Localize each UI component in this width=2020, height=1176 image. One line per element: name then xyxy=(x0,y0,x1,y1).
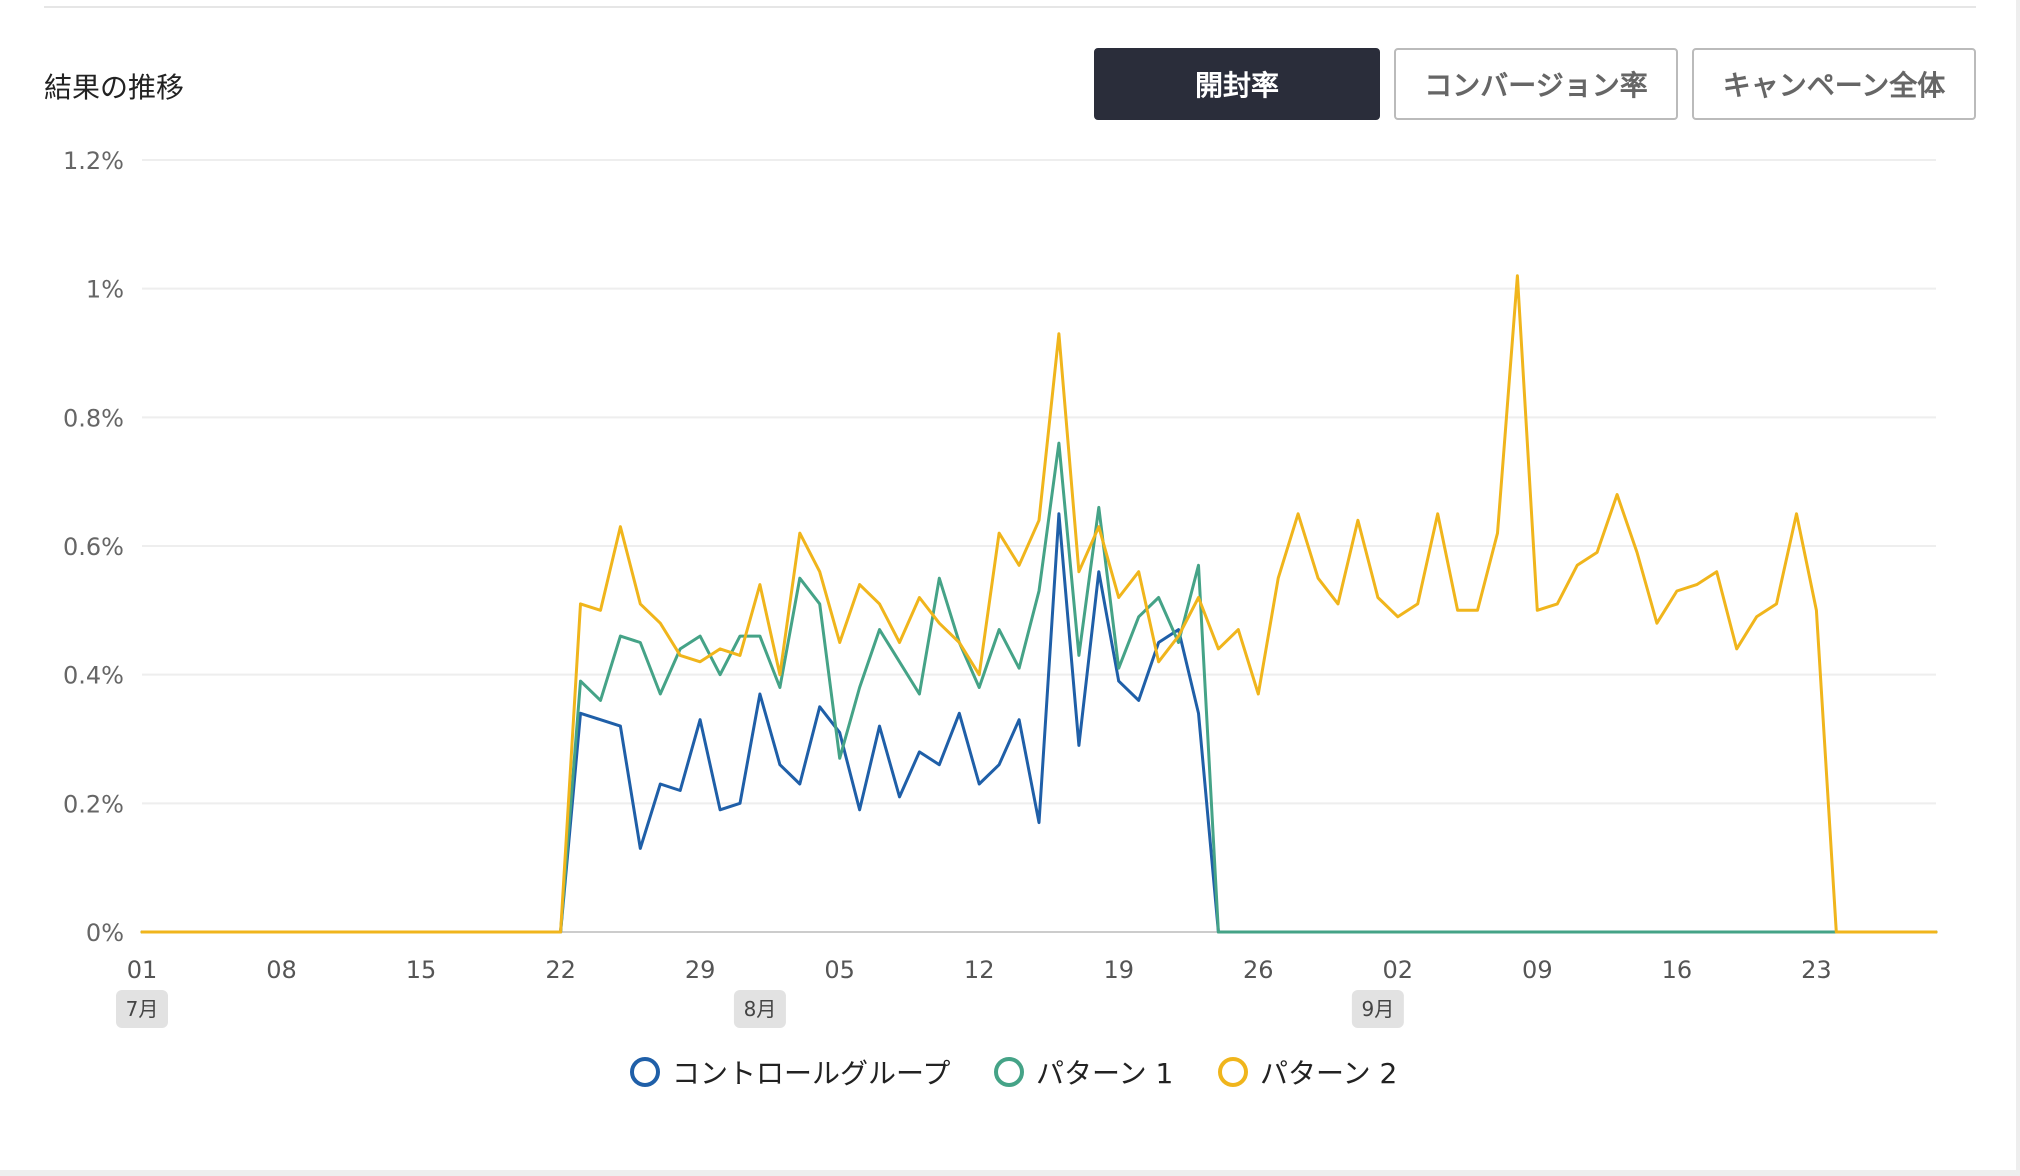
x-tick-label: 05 xyxy=(824,956,855,984)
top-divider xyxy=(44,6,1976,8)
x-tick-label: 29 xyxy=(685,956,716,984)
section-title: 結果の推移 xyxy=(44,71,185,104)
y-tick-label: 0.2% xyxy=(63,790,124,818)
month-badge xyxy=(116,990,168,1028)
tab-open-rate[interactable]: 開封率 xyxy=(1094,48,1380,120)
series-line-3 xyxy=(140,274,1938,934)
legend-item-pattern2[interactable]: パターン 2 xyxy=(1218,1052,1397,1092)
x-tick-label: 23 xyxy=(1801,956,1832,984)
y-tick-label: 0.4% xyxy=(63,662,124,690)
bottom-divider xyxy=(0,1170,2020,1176)
y-tick-label: 0.8% xyxy=(63,404,124,432)
x-tick-label: 01 xyxy=(127,956,158,984)
legend-item-pattern1[interactable]: パターン 1 xyxy=(994,1052,1173,1092)
legend-marker-pattern2 xyxy=(1218,1057,1248,1087)
legend-label-pattern1: パターン 1 xyxy=(1036,1057,1174,1090)
x-tick-label: 16 xyxy=(1662,956,1693,984)
month-badge-label: 9月 xyxy=(1361,997,1394,1021)
tab-conversion-rate[interactable]: コンバージョン率 xyxy=(1394,48,1678,120)
y-tick-label: 1% xyxy=(86,276,124,304)
month-badge-label: 7月 xyxy=(126,997,159,1021)
x-tick-label: 22 xyxy=(545,956,576,984)
x-tick-label: 26 xyxy=(1243,956,1274,984)
chart-legend: コントロールグループ パターン 1 パターン 2 xyxy=(0,1052,2020,1092)
x-tick-label: 12 xyxy=(964,956,995,984)
month-badge-label: 8月 xyxy=(744,997,777,1021)
y-tick-label: 0% xyxy=(86,919,124,947)
x-tick-label: 15 xyxy=(406,956,437,984)
month-badge xyxy=(733,990,786,1028)
tab-campaign-overall[interactable]: キャンペーン全体 xyxy=(1692,48,1976,120)
series-line-1 xyxy=(140,512,1938,934)
legend-item-control[interactable]: コントロールグループ xyxy=(630,1052,950,1092)
legend-marker-pattern1 xyxy=(994,1057,1024,1087)
right-divider xyxy=(2016,0,2020,1176)
x-tick-label: 08 xyxy=(266,956,297,984)
y-tick-label: 1.2% xyxy=(63,147,124,175)
legend-marker-control xyxy=(630,1057,660,1087)
legend-label-pattern2: パターン 2 xyxy=(1260,1057,1398,1090)
x-tick-label: 02 xyxy=(1383,956,1414,984)
month-badge xyxy=(1351,990,1404,1028)
y-tick-label: 0.6% xyxy=(63,533,124,561)
x-tick-label: 19 xyxy=(1103,956,1134,984)
legend-label-control: コントロールグループ xyxy=(672,1057,951,1090)
x-tick-label: 09 xyxy=(1522,956,1553,984)
